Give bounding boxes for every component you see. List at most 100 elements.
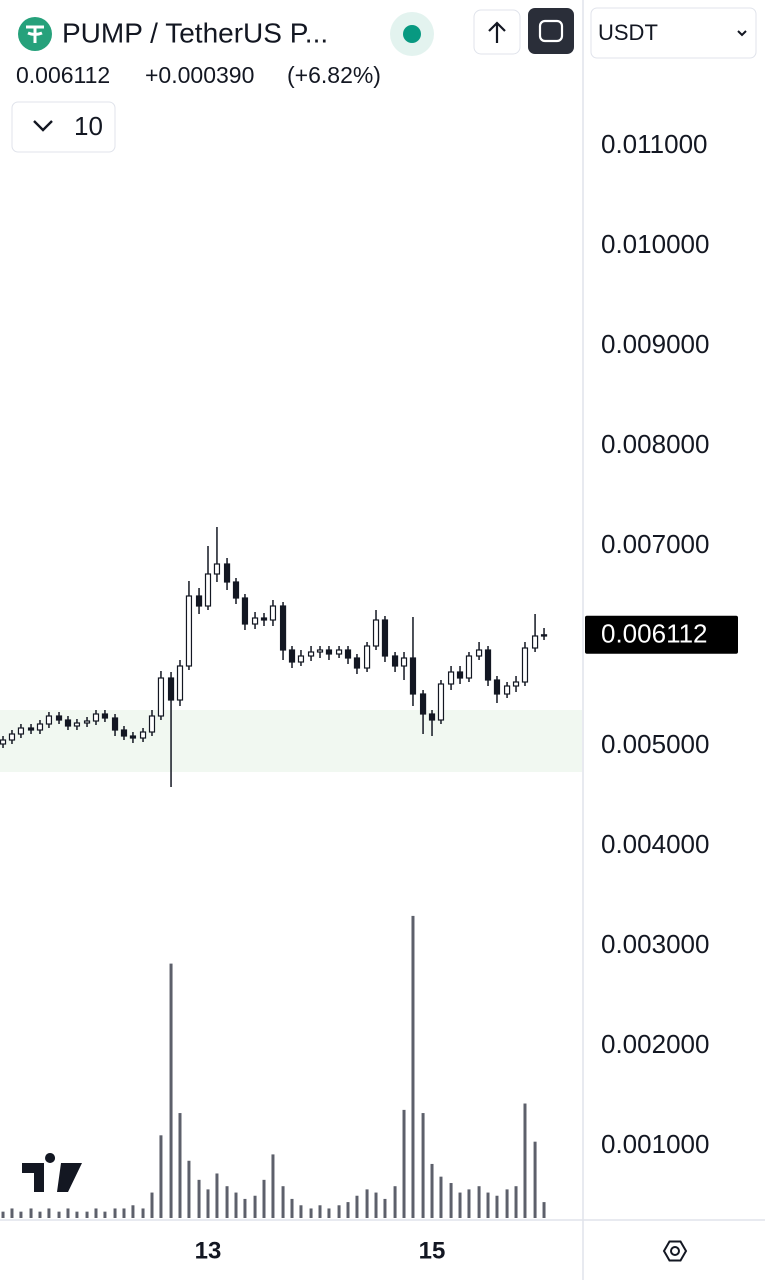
volume-bar — [19, 1211, 23, 1218]
candle-body — [176, 665, 184, 701]
volume-bar — [262, 1179, 266, 1218]
candle-body — [521, 647, 529, 683]
candle-body — [27, 727, 35, 731]
candle-body — [167, 677, 175, 701]
candle-body — [279, 605, 287, 651]
candle-body — [129, 735, 137, 739]
candle-body — [204, 573, 212, 607]
fullscreen-button[interactable] — [528, 8, 574, 54]
volume-bar — [505, 1189, 509, 1218]
settings-icon — [670, 1246, 680, 1256]
last-price-label: 0.006112 — [601, 619, 708, 649]
volume-bar — [122, 1208, 126, 1218]
candle-body — [73, 722, 81, 727]
candle-body — [447, 671, 455, 685]
y-tick-label: 0.008000 — [601, 429, 709, 459]
volume-bar — [113, 1208, 117, 1218]
candle-body — [307, 651, 315, 657]
x-tick-label: 13 — [195, 1237, 222, 1264]
volume-bar — [187, 1160, 191, 1218]
volume-bar — [159, 1135, 163, 1218]
candle-body — [101, 713, 109, 719]
volume-bar — [215, 1173, 219, 1218]
volume-bar — [514, 1186, 518, 1218]
candle-body — [64, 719, 72, 727]
candle-body — [269, 605, 277, 621]
volume-bar — [47, 1208, 51, 1218]
plot-area — [0, 527, 582, 1218]
y-tick-label: 0.010000 — [601, 229, 709, 259]
candle-body — [512, 681, 520, 687]
volume-bar — [234, 1192, 238, 1218]
y-tick-label: 0.002000 — [601, 1029, 709, 1059]
candle-body — [157, 677, 165, 717]
volume-bar — [290, 1198, 294, 1218]
y-tick-label: 0.001000 — [601, 1129, 709, 1159]
interval-chevron — [33, 120, 53, 132]
settings-button[interactable] — [662, 1240, 688, 1262]
candle-body — [400, 657, 408, 667]
volume-bar — [150, 1192, 154, 1218]
brand-logo[interactable] — [22, 1153, 82, 1192]
candle-body — [8, 733, 16, 741]
volume-bar — [523, 1103, 527, 1218]
currency-select[interactable] — [590, 7, 757, 59]
volume-bar — [281, 1186, 285, 1218]
volume-bar — [141, 1208, 145, 1218]
y-tick-label: 0.007000 — [601, 529, 709, 559]
volume-bar — [197, 1179, 201, 1218]
share-icon — [488, 21, 506, 43]
candle-body — [251, 617, 259, 625]
volume-bar — [477, 1186, 481, 1218]
candle-body — [111, 717, 119, 731]
volume-bar — [85, 1211, 89, 1218]
interval-button[interactable] — [11, 101, 116, 153]
volume-bar — [365, 1189, 369, 1218]
candle-body — [503, 685, 511, 695]
volume-bar — [458, 1192, 462, 1218]
volume-bar — [421, 1113, 425, 1218]
candle-body — [363, 645, 371, 669]
y-tick-label: 0.003000 — [601, 929, 709, 959]
volume-bar — [467, 1189, 471, 1218]
symbol-title[interactable]: PUMP / TetherUS P... — [62, 17, 328, 48]
volume-bar — [243, 1198, 247, 1218]
volume-bar — [533, 1141, 537, 1218]
volume-bar — [225, 1186, 229, 1218]
volume-bar — [430, 1163, 434, 1218]
candle-body — [260, 617, 268, 621]
candle-body — [0, 739, 7, 745]
volume-bar — [131, 1205, 135, 1218]
x-tick-label: 15 — [419, 1237, 446, 1264]
symbol-logo-mark — [26, 25, 44, 43]
candle-body — [297, 655, 305, 663]
volume-bar — [327, 1208, 331, 1218]
currency-label: USDT — [598, 20, 658, 45]
candle-body — [232, 581, 240, 599]
volume-bar — [271, 1154, 275, 1218]
volume-bar — [309, 1208, 313, 1218]
candle-body — [316, 649, 324, 653]
candle-body — [419, 693, 427, 715]
volume-bar — [57, 1211, 61, 1218]
candle-body — [353, 657, 361, 669]
volume-bar — [94, 1208, 98, 1218]
last-price: 0.006112 — [16, 62, 110, 88]
candle-body — [465, 655, 473, 679]
volume-bar — [1, 1211, 5, 1218]
candle-body — [344, 649, 352, 659]
candle-body — [45, 715, 53, 725]
select-chevron — [737, 30, 747, 37]
candle-body — [120, 729, 128, 737]
volume-bar — [346, 1202, 350, 1218]
volume-bar — [486, 1192, 490, 1218]
volume-bar — [66, 1208, 70, 1218]
candle-body — [428, 713, 436, 721]
volume-bar — [355, 1195, 359, 1218]
candle-body — [213, 563, 221, 575]
candle-body — [437, 683, 445, 721]
y-tick-label: 0.004000 — [601, 829, 709, 859]
candle-body — [17, 727, 25, 735]
